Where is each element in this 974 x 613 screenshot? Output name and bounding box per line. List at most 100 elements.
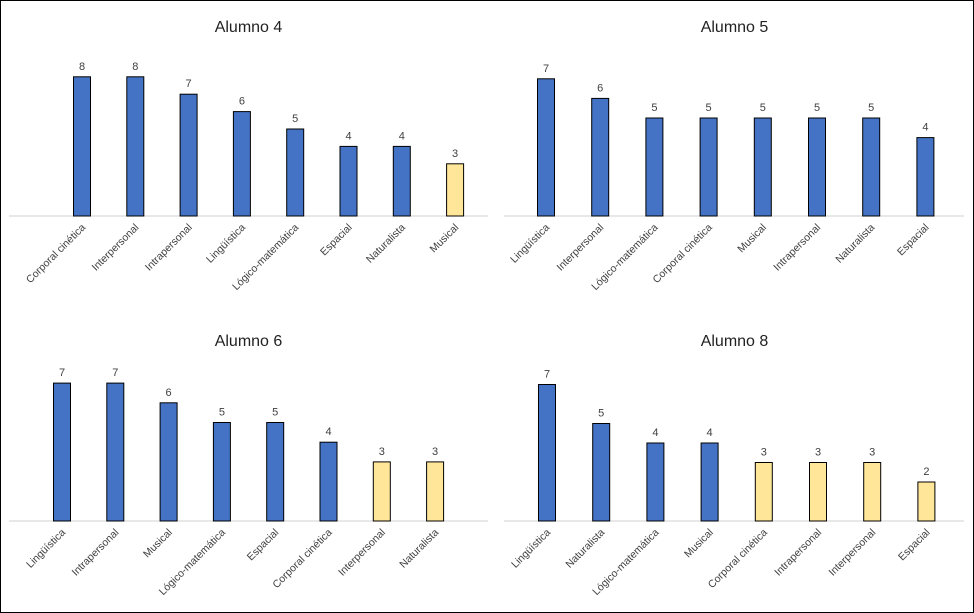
data-label: 7 (186, 78, 192, 90)
data-label: 3 (379, 446, 385, 458)
data-label: 3 (869, 447, 875, 459)
data-label: 8 (132, 61, 138, 73)
bar (232, 111, 251, 217)
tick-label: Musical (682, 527, 716, 561)
data-label: 4 (922, 122, 928, 134)
bar-chart-alumno-4: 8 Corporal cinética 8 Interpersonal 7 Intrape… (9, 61, 488, 293)
bar (426, 461, 445, 522)
bar (809, 462, 827, 522)
data-label: 6 (597, 82, 603, 94)
tick-label: Espacial (245, 527, 282, 564)
data-label: 5 (651, 102, 657, 114)
tick-label: Naturalista (563, 527, 607, 571)
bar (753, 117, 772, 217)
bar (537, 78, 555, 217)
bar (591, 97, 610, 217)
tick-label: Espacial (896, 527, 933, 564)
data-label: 2 (923, 466, 929, 478)
bar (917, 481, 936, 522)
tick-label: Lingüística (509, 527, 553, 571)
tick-label: Corporal cinética (706, 527, 770, 591)
bar (700, 442, 719, 522)
data-label: 5 (272, 407, 278, 419)
chart-title: Alumno 5 (700, 19, 769, 36)
chart-title: Alumno 6 (214, 333, 283, 350)
bar (126, 76, 145, 217)
tick-label: Musical (141, 527, 175, 561)
data-label: 7 (544, 369, 550, 381)
bar (592, 423, 611, 522)
data-label: 5 (706, 102, 712, 114)
data-label: 5 (814, 102, 820, 114)
data-label: 4 (345, 130, 351, 142)
chart-panel-alumno-4: Alumno 4 8 Corporal cinética 8 Interpersona… (0, 0, 497, 316)
data-label: 8 (79, 61, 85, 73)
tick-label: Interpersonal (336, 527, 388, 579)
data-label: 6 (166, 387, 172, 399)
data-label: 3 (815, 447, 821, 459)
bar (53, 382, 71, 522)
bar (106, 382, 125, 522)
chart-title: Alumno 4 (214, 19, 283, 36)
data-label: 3 (452, 148, 458, 160)
data-label: 5 (292, 113, 298, 125)
bar (862, 117, 881, 217)
bar (179, 93, 198, 217)
tick-label: Lingüística (204, 222, 248, 266)
tick-label: Lingüística (24, 527, 68, 571)
data-label: 4 (325, 426, 331, 438)
tick-label: Corporal cinética (651, 222, 715, 286)
bar-chart-alumno-6: 7Lingüística7Intrapersonal6Musical5Lógic… (9, 367, 488, 598)
data-label: 7 (543, 63, 549, 75)
bar (446, 163, 465, 217)
bar (392, 145, 411, 217)
tick-label: Espacial (318, 222, 355, 259)
tick-label: Naturalista (364, 222, 408, 266)
bar (73, 76, 91, 217)
chart-panel-alumno-6: Alumno 6 7 Lingüística 7 Intrapersonal 6 Musi… (0, 315, 497, 613)
chart-panel-alumno-8: Alumno 8 7 Lingüística 5 Naturalista 4 Lógico… (496, 315, 974, 613)
data-label: 6 (239, 96, 245, 108)
data-label: 3 (432, 446, 438, 458)
bar-chart-alumno-5: 7Lingüística6Interpersonal5Lógico-matemá… (504, 63, 964, 293)
chart-panel-alumno-5: Alumno 5 7 Lingüística 6 Interpersonal 5 Lógi… (496, 0, 974, 316)
data-label: 5 (868, 102, 874, 114)
bar-chart-alumno-8: 7Lingüística5Naturalista4Lógico-matemáti… (504, 369, 964, 598)
bar (863, 462, 882, 522)
bar (916, 137, 935, 217)
tick-label: Musical (428, 222, 462, 256)
tick-label: Espacial (895, 222, 932, 259)
tick-label: Intrapersonal (70, 527, 122, 579)
bar (339, 145, 358, 217)
tick-label: Naturalista (833, 222, 877, 266)
data-label: 3 (761, 447, 767, 459)
data-label: 4 (399, 130, 405, 142)
data-label: 7 (59, 367, 65, 379)
bar (538, 384, 556, 522)
tick-label: Interpersonal (554, 222, 606, 274)
tick-label: Naturalista (397, 527, 441, 571)
bar (699, 117, 718, 217)
data-label: 4 (707, 427, 713, 439)
data-label: 5 (760, 102, 766, 114)
tick-label: Intrapersonal (772, 527, 824, 579)
data-label: 5 (598, 408, 604, 420)
tick-label: Interpersonal (826, 527, 878, 579)
tick-label: Corporal cinética (24, 222, 88, 286)
bar (808, 117, 826, 217)
data-label: 5 (219, 407, 225, 419)
tick-label: Interpersonal (90, 222, 142, 274)
bar (212, 422, 231, 522)
tick-label: Intrapersonal (143, 222, 195, 274)
data-label: 4 (652, 427, 658, 439)
bar (319, 441, 338, 522)
tick-label: Lingüística (508, 222, 552, 266)
data-label: 7 (112, 367, 118, 379)
bar (646, 442, 665, 522)
bar (286, 128, 305, 217)
bar (754, 462, 773, 522)
bar (645, 117, 664, 217)
bar (159, 402, 178, 522)
bar (372, 461, 391, 522)
